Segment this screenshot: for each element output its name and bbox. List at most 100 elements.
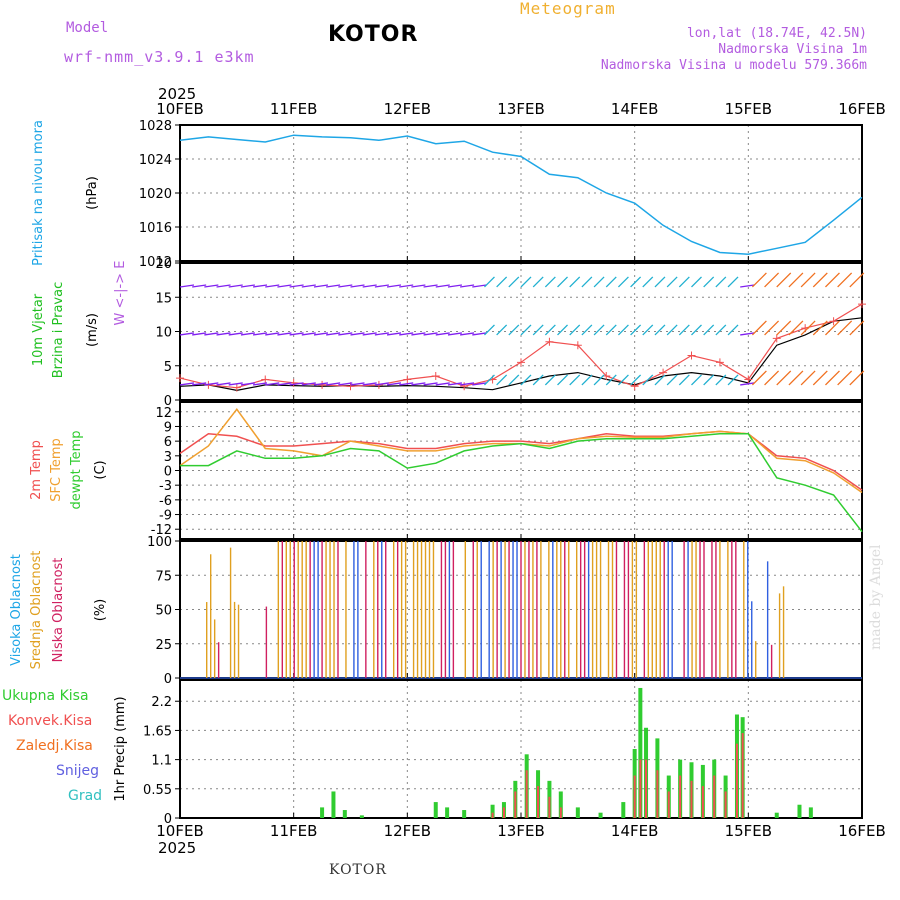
- precip-conv-bar-11: [537, 786, 540, 818]
- lonlat-label: lon,lat (18.74E, 42.5N): [686, 26, 867, 41]
- wind-barb-1-30: [544, 324, 556, 336]
- precip-total-bar-3: [359, 815, 364, 818]
- precip-ylabel: 1hr Precip (mm): [113, 696, 128, 801]
- wind-barb-1-2: [204, 332, 219, 336]
- precip-total-bar-1: [331, 791, 336, 818]
- wind-barb-0-6: [252, 382, 268, 386]
- wind-barb-0-4: [228, 382, 243, 386]
- cloud-label-low: Niska Oblacnost: [51, 558, 66, 663]
- wind-barb-2-2: [204, 284, 219, 288]
- wind-gust-mark-21: [772, 334, 781, 343]
- wind-barb-1-11: [313, 332, 329, 336]
- wind-barb-2-13: [338, 284, 353, 288]
- wind-barb-0-9: [289, 382, 304, 386]
- x-label-bottom-16FEB: 16FEB: [838, 822, 885, 840]
- wind-barb-0-43: [703, 374, 715, 386]
- wind-barb-1-28: [520, 324, 532, 336]
- wind-barb-2-27: [508, 276, 520, 288]
- wind-barb-2-17: [386, 284, 402, 288]
- wind-barb-0-48: [764, 370, 780, 386]
- model-elevation-label: Nadmorska Visina u modelu 579.366m: [600, 58, 867, 73]
- wind-barb-1-45: [727, 324, 739, 336]
- temp-label-sfc: SFC Temp: [49, 438, 64, 502]
- wind-barb-1-53: [825, 320, 840, 336]
- x-label-bottom-11FEB: 11FEB: [270, 822, 317, 840]
- wind-barb-2-52: [812, 272, 828, 288]
- model-label: Model: [66, 20, 109, 36]
- panel-frame-temperature: [179, 401, 863, 540]
- wind-barb-0-31: [557, 374, 568, 386]
- wind-barb-0-19: [411, 382, 426, 386]
- precip-total-bar-30: [797, 804, 802, 818]
- wind-barb-1-43: [703, 324, 715, 336]
- wind-barb-0-39: [654, 374, 666, 386]
- wind-barb-0-42: [691, 374, 702, 386]
- ytick-label-precip-4: 2.2: [151, 695, 172, 710]
- wind-gust-mark-9: [431, 372, 440, 381]
- precip-total-bar-31: [808, 807, 813, 818]
- precip-conv-bar-25: [713, 775, 716, 818]
- wind-barb-1-37: [630, 324, 642, 336]
- wind-barb-0-11: [313, 382, 329, 386]
- wind-gust-mark-5: [318, 380, 327, 389]
- wind-barb-0-30: [544, 374, 556, 386]
- wind-barb-2-38: [642, 276, 654, 288]
- ytick-label-temperature-3: -3: [159, 479, 172, 494]
- year-bottom: 2025: [158, 839, 196, 857]
- wind-barb-2-42: [691, 276, 702, 288]
- wind-barb-0-52: [812, 370, 828, 386]
- wind-barb-2-55: [849, 272, 865, 288]
- wind-barb-0-20: [423, 382, 438, 386]
- wind-barb-0-16: [374, 382, 389, 386]
- wind-barb-1-7: [265, 332, 280, 336]
- elevation-label: Nadmorska Visina 1m: [718, 42, 867, 57]
- wind-barb-0-38: [642, 374, 654, 386]
- wind-barb-1-6: [252, 332, 268, 336]
- bottom-station-label: KOTOR: [329, 862, 387, 878]
- ytick-label-wind-0: 0: [164, 394, 172, 409]
- wind-barb-1-19: [411, 332, 426, 336]
- wind-gust-mark-8: [403, 375, 412, 384]
- wind-barb-2-21: [435, 284, 450, 288]
- wind-gust-mark-16: [630, 382, 639, 391]
- wind-barb-0-29: [532, 374, 544, 386]
- precip-total-bar-0: [320, 807, 325, 818]
- wind-gust-mark-24: [858, 300, 866, 309]
- x-label-top-14FEB: 14FEB: [611, 100, 658, 118]
- precip-conv-bar-19: [645, 759, 648, 818]
- wind-barb-2-25: [484, 276, 495, 288]
- wind-barb-2-4: [228, 284, 243, 288]
- precip-conv-bar-18: [639, 759, 642, 818]
- wind-barb-1-13: [338, 332, 353, 336]
- wind-gust-mark-10: [460, 382, 469, 391]
- wind-barb-0-34: [593, 374, 605, 386]
- wind-barb-2-54: [837, 272, 853, 288]
- wind-barb-1-14: [350, 332, 365, 336]
- precip-total-bar-18: [638, 687, 643, 818]
- wind-barb-2-39: [654, 276, 666, 288]
- precip-legend-4: Grad: [68, 788, 102, 804]
- wind-barb-1-49: [776, 320, 792, 336]
- x-label-bottom-12FEB: 12FEB: [384, 822, 431, 840]
- wind-barb-2-30: [544, 276, 556, 288]
- wind-barb-2-33: [581, 276, 593, 288]
- ytick-label-precip-0: 0: [164, 812, 172, 827]
- wind-barb-2-20: [423, 284, 438, 288]
- precip-total-bar-16: [621, 802, 626, 818]
- wind-barb-0-35: [605, 374, 617, 386]
- wind-barb-0-25: [484, 374, 495, 386]
- wind-barb-1-55: [849, 320, 865, 336]
- wind-barb-2-0: [179, 284, 195, 288]
- precip-conv-bar-9: [514, 791, 517, 818]
- wind-barb-2-49: [776, 272, 792, 288]
- ytick-label-pressure-4: 1028: [139, 119, 172, 134]
- pressure-title: Pritisak na nivou mora: [31, 120, 46, 266]
- wind-barb-0-17: [386, 382, 402, 386]
- wind-barb-0-44: [715, 374, 727, 386]
- wind-barb-2-43: [703, 276, 715, 288]
- temp-line-2: [180, 433, 863, 533]
- precip-conv-bar-13: [559, 807, 562, 818]
- wind-barb-0-54: [837, 370, 853, 386]
- cloud-ylabel: (%): [93, 599, 108, 622]
- precip-conv-bar-17: [633, 775, 636, 818]
